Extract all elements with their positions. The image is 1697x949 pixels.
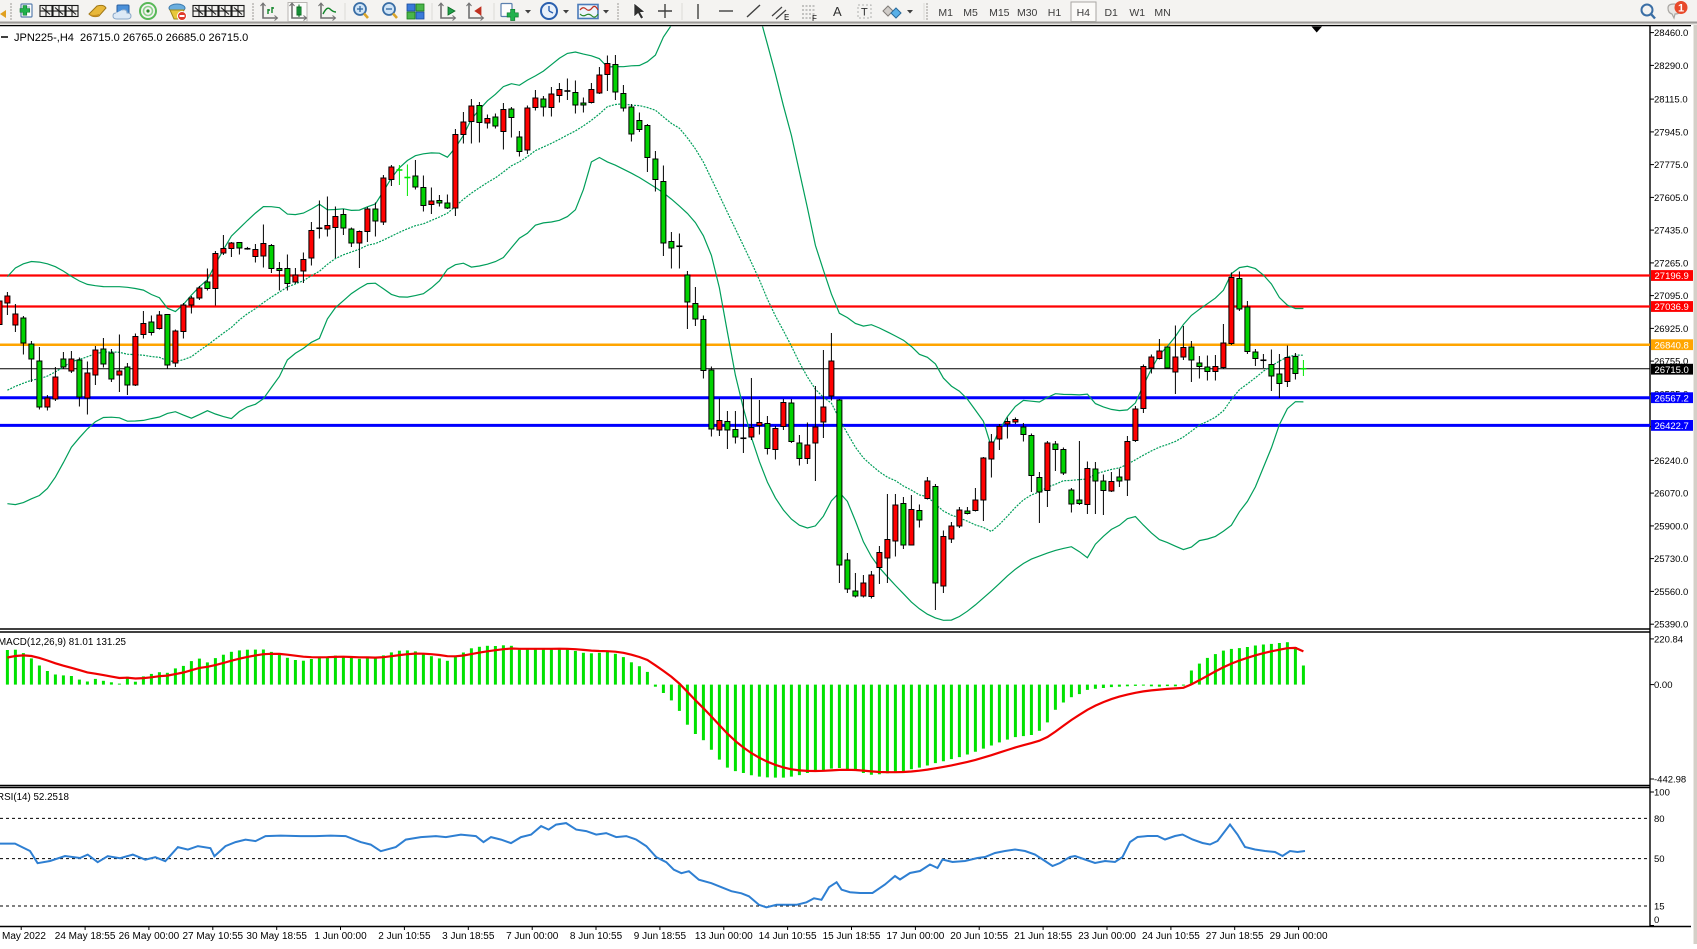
svg-text:MACD(12,26,9) 81.01 131.25: MACD(12,26,9) 81.01 131.25	[0, 637, 127, 648]
svg-text:1: 1	[1678, 3, 1684, 15]
svg-text:26840.8: 26840.8	[1655, 340, 1689, 351]
svg-text:3 Jun 18:55: 3 Jun 18:55	[442, 931, 495, 942]
svg-text:100: 100	[1654, 787, 1670, 798]
svg-text:80: 80	[1654, 814, 1665, 825]
svg-text:8 Jun 10:55: 8 Jun 10:55	[570, 931, 623, 942]
svg-text:26240.0: 26240.0	[1654, 456, 1688, 467]
svg-text:H4: H4	[1077, 7, 1091, 19]
svg-text:21 Jun 18:55: 21 Jun 18:55	[1014, 931, 1072, 942]
svg-text:20 Jun 10:55: 20 Jun 10:55	[950, 931, 1008, 942]
svg-text:25390.0: 25390.0	[1654, 620, 1688, 631]
svg-text:23 Jun 00:00: 23 Jun 00:00	[1078, 931, 1136, 942]
svg-text:MN: MN	[1154, 7, 1170, 19]
svg-text:M15: M15	[989, 7, 1010, 19]
svg-text:24 Jun 10:55: 24 Jun 10:55	[1142, 931, 1200, 942]
svg-text:28115.0: 28115.0	[1654, 95, 1688, 106]
svg-text:M30: M30	[1017, 7, 1038, 19]
svg-text:27945.0: 27945.0	[1654, 127, 1688, 138]
svg-text:0: 0	[1654, 915, 1659, 926]
svg-text:E: E	[784, 13, 789, 22]
svg-text:50: 50	[1654, 854, 1665, 865]
svg-text:H1: H1	[1048, 7, 1062, 19]
svg-text:29 Jun 00:00: 29 Jun 00:00	[1270, 931, 1328, 942]
svg-text:F: F	[812, 14, 817, 23]
svg-text:27196.9: 27196.9	[1655, 271, 1689, 282]
svg-text:15: 15	[1654, 901, 1665, 912]
svg-text:9 Jun 18:55: 9 Jun 18:55	[634, 931, 687, 942]
svg-text:27 May 10:55: 27 May 10:55	[182, 931, 243, 942]
svg-text:13 Jun 00:00: 13 Jun 00:00	[695, 931, 753, 942]
svg-text:28290.0: 28290.0	[1654, 61, 1688, 72]
svg-text:1 Jun 00:00: 1 Jun 00:00	[314, 931, 367, 942]
svg-text:26422.7: 26422.7	[1655, 421, 1689, 432]
svg-text:25730.0: 25730.0	[1654, 554, 1688, 565]
svg-text:W1: W1	[1129, 7, 1145, 19]
svg-text:25900.0: 25900.0	[1654, 521, 1688, 532]
svg-text:A: A	[833, 4, 842, 19]
svg-text:-442.98: -442.98	[1654, 774, 1686, 785]
svg-text:26715.0: 26715.0	[1655, 365, 1689, 376]
svg-text:15 Jun 18:55: 15 Jun 18:55	[823, 931, 881, 942]
svg-text:27095.0: 27095.0	[1654, 291, 1688, 302]
svg-text:17 Jun 00:00: 17 Jun 00:00	[886, 931, 944, 942]
svg-text:JPN225-,H4 26715.0 26765.0 26: JPN225-,H4 26715.0 26765.0 26685.0 26715…	[14, 32, 248, 44]
svg-text:D1: D1	[1104, 7, 1118, 19]
svg-text:25560.0: 25560.0	[1654, 587, 1688, 598]
svg-text:27265.0: 27265.0	[1654, 258, 1688, 269]
svg-text:27605.0: 27605.0	[1654, 193, 1688, 204]
svg-text:14 Jun 10:55: 14 Jun 10:55	[759, 931, 817, 942]
svg-text:30 May 18:55: 30 May 18:55	[246, 931, 307, 942]
svg-text:RSI(14) 52.2518: RSI(14) 52.2518	[0, 792, 69, 803]
svg-text:27775.0: 27775.0	[1654, 160, 1688, 171]
svg-text:27036.9: 27036.9	[1655, 302, 1689, 313]
svg-text:T: T	[861, 7, 868, 19]
svg-text:0.00: 0.00	[1654, 680, 1673, 691]
svg-text:2 Jun 10:55: 2 Jun 10:55	[378, 931, 431, 942]
svg-text:26070.0: 26070.0	[1654, 489, 1688, 500]
svg-text:220.84: 220.84	[1654, 634, 1683, 645]
svg-text:26 May 00:00: 26 May 00:00	[119, 931, 180, 942]
svg-text:24 May 18:55: 24 May 18:55	[55, 931, 116, 942]
svg-text:M5: M5	[963, 7, 978, 19]
svg-text:May 2022: May 2022	[2, 931, 46, 942]
svg-text:26567.2: 26567.2	[1655, 393, 1689, 404]
svg-text:M1: M1	[938, 7, 953, 19]
svg-text:7 Jun 00:00: 7 Jun 00:00	[506, 931, 559, 942]
svg-text:26925.0: 26925.0	[1654, 324, 1688, 335]
svg-text:27435.0: 27435.0	[1654, 226, 1688, 237]
svg-text:27 Jun 18:55: 27 Jun 18:55	[1206, 931, 1264, 942]
